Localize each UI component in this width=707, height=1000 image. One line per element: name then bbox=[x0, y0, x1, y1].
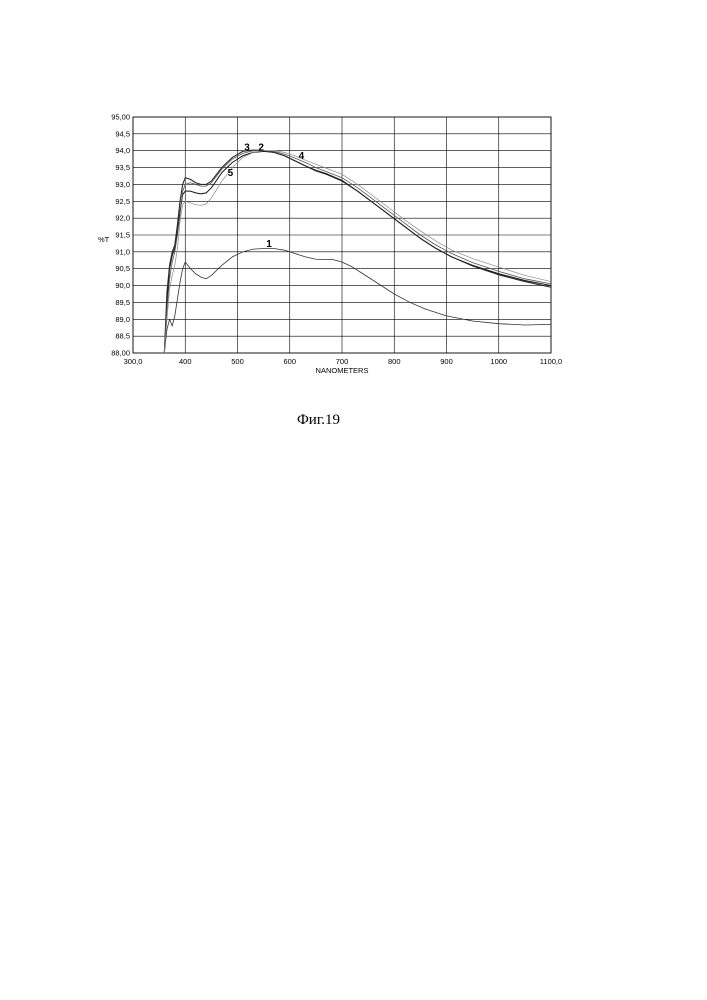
chart-grid bbox=[133, 117, 551, 353]
x-tick-label: 800 bbox=[388, 357, 401, 366]
y-tick-label: 90,0 bbox=[115, 281, 130, 290]
series-label-1: 1 bbox=[266, 239, 272, 250]
y-tick-label: 94,5 bbox=[115, 129, 130, 138]
series-label-4: 4 bbox=[299, 151, 305, 162]
series-label-2: 2 bbox=[258, 143, 264, 154]
x-tick-label: 400 bbox=[179, 357, 192, 366]
y-tick-label: 88,5 bbox=[115, 332, 130, 341]
x-axis-title: NANOMETERS bbox=[316, 366, 369, 375]
x-tick-label: 700 bbox=[336, 357, 349, 366]
y-tick-label: 89,0 bbox=[115, 315, 130, 324]
x-tick-label: 1100,0 bbox=[540, 357, 562, 366]
y-tick-label: 94,0 bbox=[115, 146, 130, 155]
y-tick-label: 90,5 bbox=[115, 264, 130, 273]
x-tick-label: 1000 bbox=[490, 357, 507, 366]
y-tick-label: 93,5 bbox=[115, 163, 130, 172]
y-tick-label: 92,0 bbox=[115, 214, 130, 223]
y-tick-label: 93,0 bbox=[115, 180, 130, 189]
figure-caption: Фиг.19 bbox=[0, 412, 637, 429]
y-tick-label: 95,00 bbox=[111, 113, 130, 122]
x-tick-labels: 300,0 400 500 600 700 800 900 1000 1100,0 bbox=[124, 357, 563, 366]
y-tick-label: 91,5 bbox=[115, 231, 130, 240]
y-tick-label: 91,0 bbox=[115, 247, 130, 256]
series-label-3: 3 bbox=[244, 143, 250, 154]
y-tick-label: 89,5 bbox=[115, 298, 130, 307]
series-line-1 bbox=[164, 248, 551, 353]
series-label-5: 5 bbox=[228, 168, 234, 179]
y-axis-title: %T bbox=[98, 235, 110, 244]
x-tick-label: 900 bbox=[440, 357, 453, 366]
x-tick-label: 300,0 bbox=[124, 357, 143, 366]
chart-series bbox=[164, 150, 551, 353]
y-tick-labels: 88,0088,589,089,590,090,591,091,592,092,… bbox=[111, 113, 130, 358]
y-tick-label: 92,5 bbox=[115, 197, 130, 206]
series-labels: 12345 bbox=[228, 143, 305, 250]
x-tick-label: 600 bbox=[283, 357, 296, 366]
x-tick-label: 500 bbox=[231, 357, 244, 366]
